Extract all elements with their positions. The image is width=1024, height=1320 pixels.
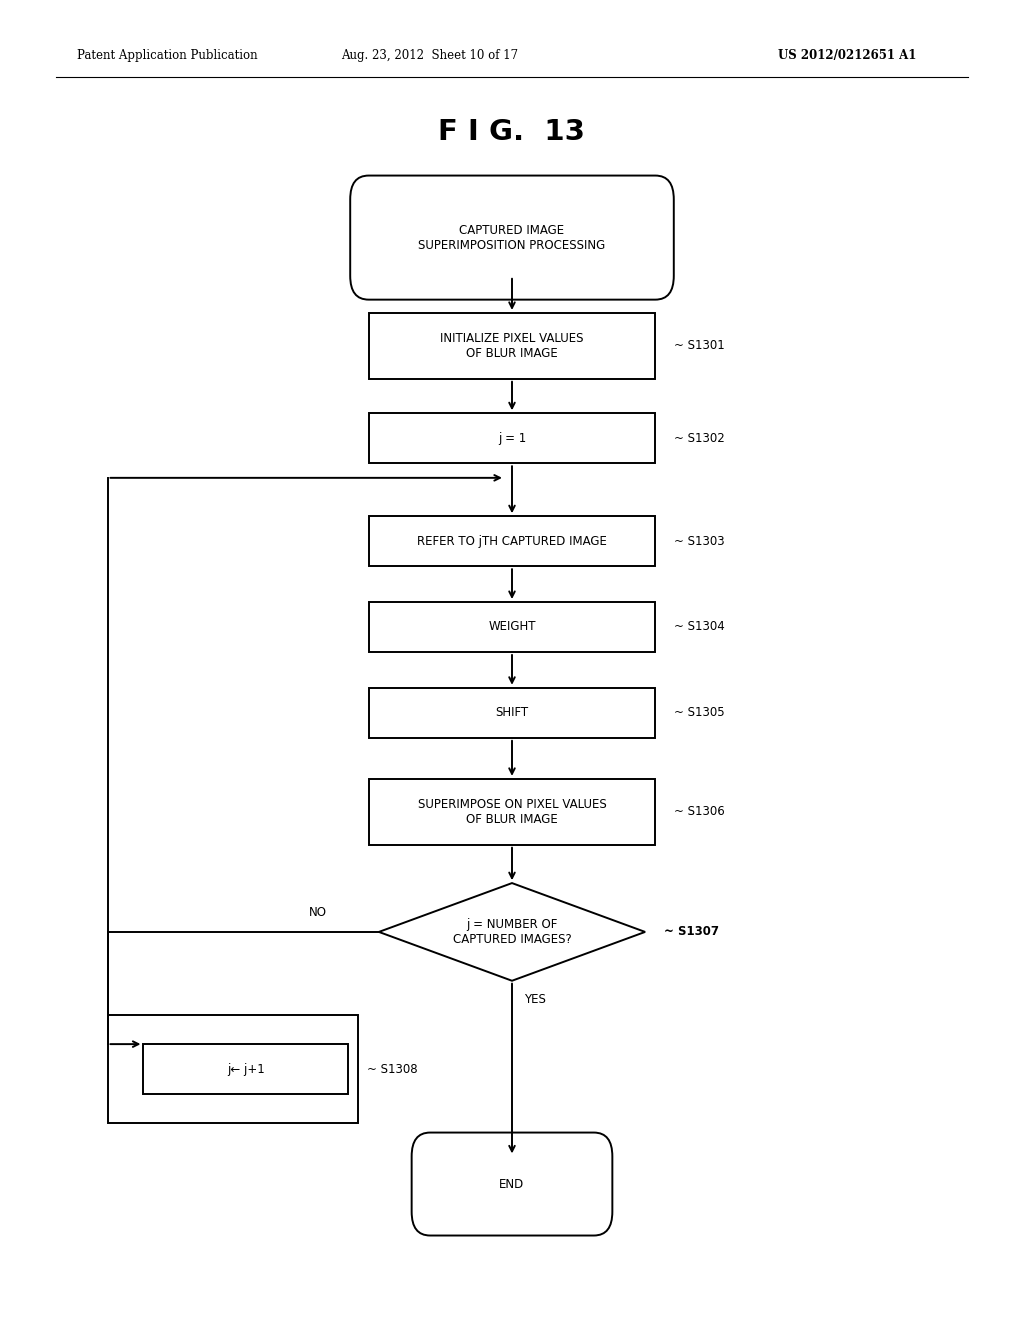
Text: CAPTURED IMAGE
SUPERIMPOSITION PROCESSING: CAPTURED IMAGE SUPERIMPOSITION PROCESSIN… xyxy=(419,223,605,252)
Text: ~ S1304: ~ S1304 xyxy=(674,620,725,634)
Text: SUPERIMPOSE ON PIXEL VALUES
OF BLUR IMAGE: SUPERIMPOSE ON PIXEL VALUES OF BLUR IMAG… xyxy=(418,797,606,826)
Bar xyxy=(108,1015,358,1123)
Polygon shape xyxy=(379,883,645,981)
Text: ~ S1301: ~ S1301 xyxy=(674,339,725,352)
Bar xyxy=(369,313,655,379)
Text: SHIFT: SHIFT xyxy=(496,706,528,719)
Text: END: END xyxy=(500,1177,524,1191)
Text: ~ S1303: ~ S1303 xyxy=(674,535,724,548)
Text: F I G.  13: F I G. 13 xyxy=(438,117,586,147)
Text: ~ S1302: ~ S1302 xyxy=(674,432,725,445)
Text: j = 1: j = 1 xyxy=(498,432,526,445)
Bar xyxy=(369,602,655,652)
Text: INITIALIZE PIXEL VALUES
OF BLUR IMAGE: INITIALIZE PIXEL VALUES OF BLUR IMAGE xyxy=(440,331,584,360)
Bar xyxy=(369,413,655,463)
Bar xyxy=(369,516,655,566)
Text: NO: NO xyxy=(308,906,327,919)
Bar xyxy=(143,1044,348,1094)
Text: US 2012/0212651 A1: US 2012/0212651 A1 xyxy=(778,49,916,62)
FancyBboxPatch shape xyxy=(350,176,674,300)
Bar xyxy=(369,779,655,845)
Text: j = NUMBER OF
CAPTURED IMAGES?: j = NUMBER OF CAPTURED IMAGES? xyxy=(453,917,571,946)
Text: ~ S1308: ~ S1308 xyxy=(367,1063,417,1076)
Text: ~ S1306: ~ S1306 xyxy=(674,805,725,818)
FancyBboxPatch shape xyxy=(412,1133,612,1236)
Text: REFER TO jTH CAPTURED IMAGE: REFER TO jTH CAPTURED IMAGE xyxy=(417,535,607,548)
Text: Patent Application Publication: Patent Application Publication xyxy=(77,49,257,62)
Text: YES: YES xyxy=(524,993,546,1006)
Text: ~ S1307: ~ S1307 xyxy=(664,925,719,939)
Bar xyxy=(369,688,655,738)
Text: Aug. 23, 2012  Sheet 10 of 17: Aug. 23, 2012 Sheet 10 of 17 xyxy=(342,49,518,62)
Text: j← j+1: j← j+1 xyxy=(227,1063,264,1076)
Text: ~ S1305: ~ S1305 xyxy=(674,706,724,719)
Text: WEIGHT: WEIGHT xyxy=(488,620,536,634)
